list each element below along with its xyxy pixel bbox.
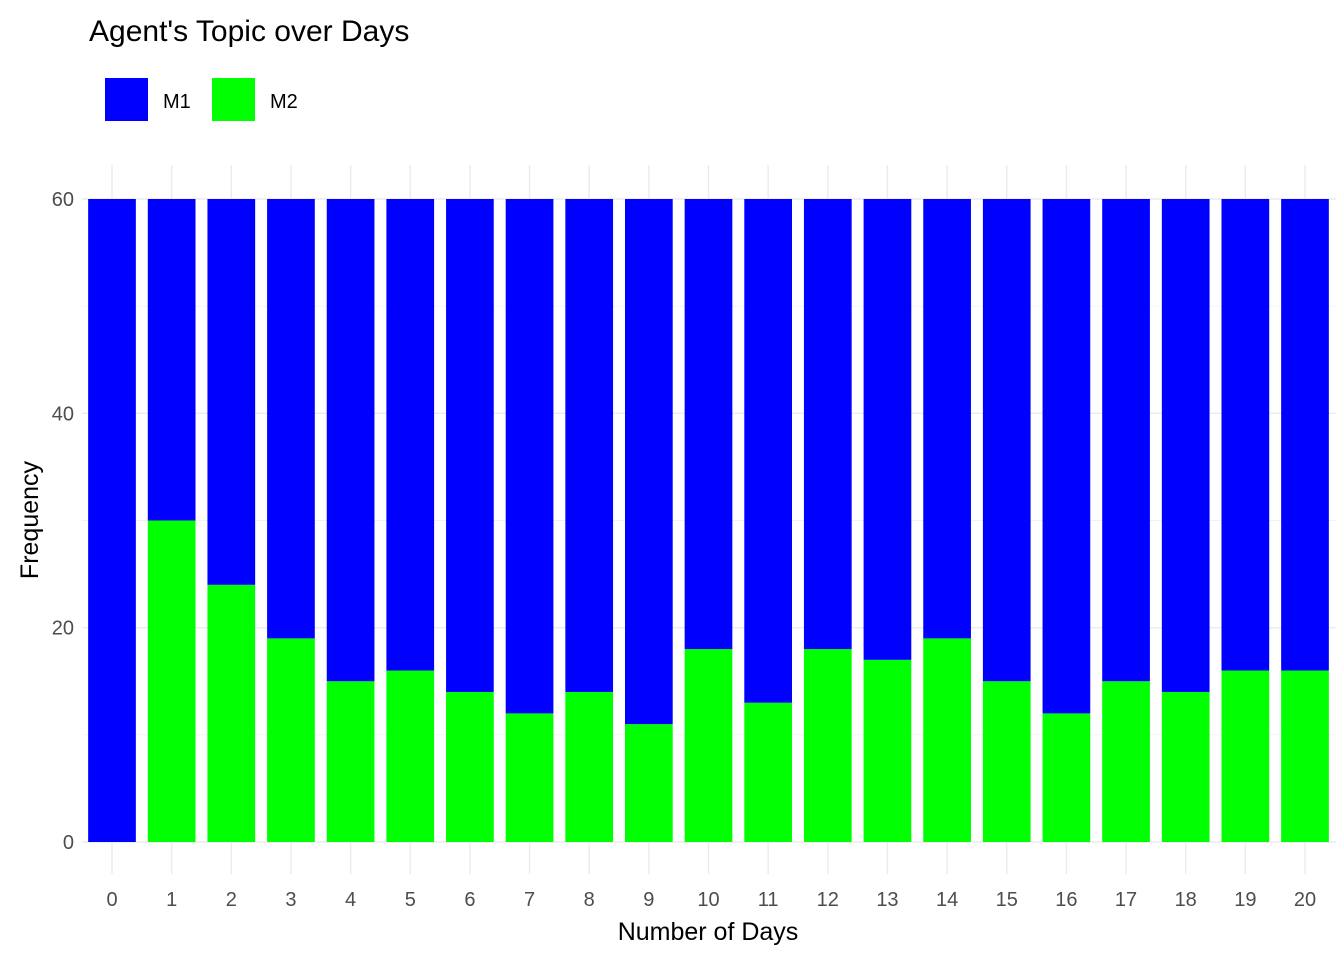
bar-m1-day-6 <box>446 199 494 692</box>
x-axis-label: Number of Days <box>618 918 799 946</box>
y-tick-label: 60 <box>52 189 74 211</box>
legend-label-m2: M2 <box>270 91 298 113</box>
bar-m1-day-7 <box>505 199 554 714</box>
bar-m2-day-16 <box>1042 713 1091 842</box>
bar-m2-day-6 <box>446 691 494 842</box>
bars <box>88 199 1329 842</box>
bar-m1-day-1 <box>147 199 196 521</box>
bar-m1-day-2 <box>207 199 256 585</box>
bar-m2-day-9 <box>625 724 673 842</box>
x-tick-label: 13 <box>876 889 898 911</box>
x-tick-label: 11 <box>758 889 779 911</box>
x-tick-label: 12 <box>817 889 839 911</box>
bar-m2-day-15 <box>982 681 1031 842</box>
bar-m1-day-4 <box>326 199 375 682</box>
legend-label-m1: M1 <box>163 91 191 113</box>
bar-m1-day-18 <box>1161 199 1210 692</box>
bar-m1-day-17 <box>1102 199 1150 682</box>
x-tick-label: 16 <box>1055 889 1077 911</box>
bar-m2-day-14 <box>923 638 971 842</box>
bar-m2-day-20 <box>1281 670 1329 842</box>
x-tick-label: 8 <box>584 889 595 911</box>
x-tick-label: 9 <box>643 889 654 911</box>
x-tick-label: 4 <box>345 889 356 911</box>
bar-m1-day-13 <box>863 199 912 660</box>
bar-m1-day-15 <box>982 199 1031 682</box>
bar-m1-day-0 <box>88 199 136 842</box>
x-tick-label: 15 <box>996 889 1018 911</box>
bar-m2-day-3 <box>267 638 315 842</box>
y-tick-label: 40 <box>52 403 74 425</box>
y-axis-label: Frequency <box>16 460 44 579</box>
y-tick-label: 20 <box>52 618 74 640</box>
bar-m2-day-19 <box>1221 670 1270 842</box>
bar-m2-day-17 <box>1102 681 1150 842</box>
y-axis-ticks: 0 20 40 60 <box>52 189 74 854</box>
bar-m2-day-2 <box>207 584 256 842</box>
bar-m1-day-8 <box>565 199 614 692</box>
x-tick-label: 7 <box>524 889 535 911</box>
x-tick-label: 1 <box>166 889 177 911</box>
x-tick-label: 17 <box>1115 889 1137 911</box>
x-tick-label: 14 <box>936 889 958 911</box>
x-tick-label: 3 <box>285 889 296 911</box>
bar-m1-day-5 <box>386 199 435 671</box>
bar-m1-day-11 <box>744 199 792 703</box>
x-tick-label: 5 <box>405 889 416 911</box>
bar-m1-day-16 <box>1042 199 1091 714</box>
bar-m2-day-11 <box>744 702 792 842</box>
bar-m2-day-18 <box>1161 691 1210 842</box>
bar-m2-day-10 <box>684 649 733 842</box>
x-tick-label: 0 <box>106 889 117 911</box>
x-tick-label: 19 <box>1234 889 1256 911</box>
bar-m1-day-19 <box>1221 199 1270 671</box>
chart-title: Agent's Topic over Days <box>89 15 409 48</box>
y-tick-label: 0 <box>63 832 74 854</box>
bar-m2-day-4 <box>326 681 375 842</box>
bar-m2-day-12 <box>803 649 852 842</box>
bar-m2-day-5 <box>386 670 435 842</box>
x-axis-ticks: 0 1 2 3 4 5 6 7 8 9 10 11 12 13 14 15 16 17 18 19 20 <box>106 889 1316 911</box>
bar-m1-day-20 <box>1281 199 1329 671</box>
bar-m2-day-8 <box>565 691 614 842</box>
bar-m1-day-9 <box>625 199 673 725</box>
legend-key-m1 <box>105 78 148 121</box>
bar-m1-day-10 <box>684 199 733 650</box>
bar-m1-day-14 <box>923 199 971 639</box>
x-tick-label: 2 <box>226 889 237 911</box>
bar-m2-day-7 <box>505 713 554 842</box>
bar-m1-day-3 <box>267 199 315 639</box>
x-tick-label: 20 <box>1294 889 1316 911</box>
legend: M1 M2 <box>105 78 298 121</box>
bar-m2-day-1 <box>147 520 196 842</box>
x-tick-label: 10 <box>697 889 719 911</box>
bar-m1-day-12 <box>803 199 852 650</box>
bar-m2-day-13 <box>863 659 912 842</box>
x-tick-label: 6 <box>464 889 475 911</box>
x-tick-label: 18 <box>1175 889 1197 911</box>
legend-key-m2 <box>212 78 255 121</box>
